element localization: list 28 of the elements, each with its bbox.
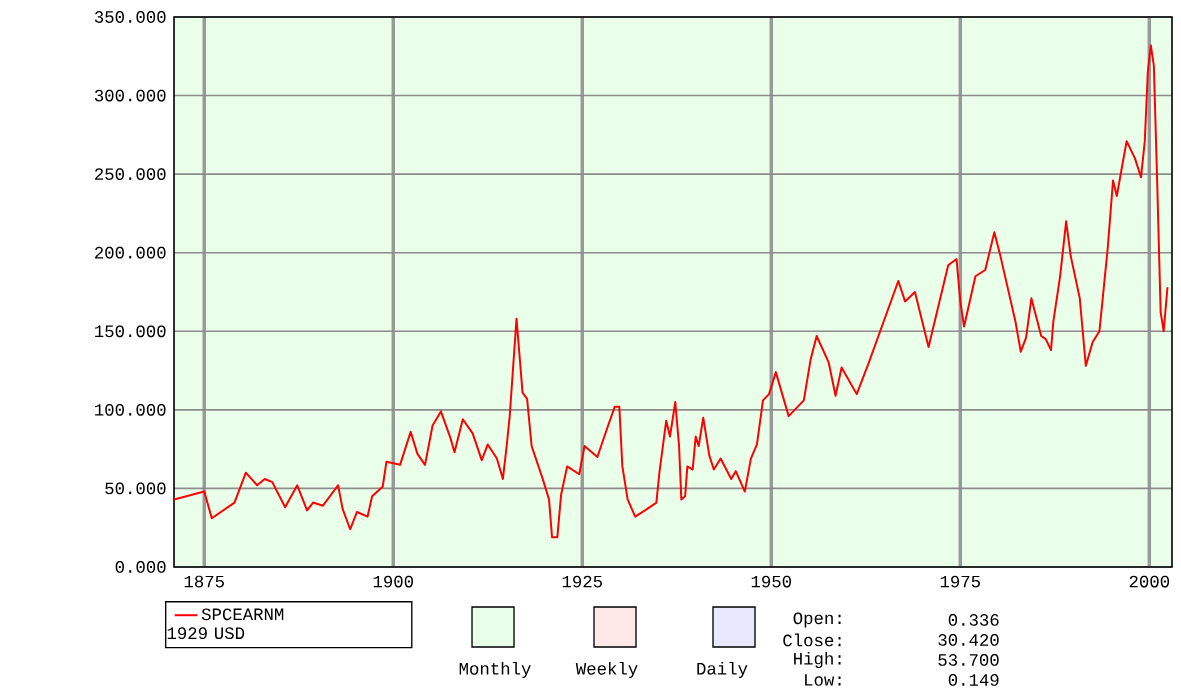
x-tick-label: 1900 [373, 575, 413, 588]
text: Open: [793, 612, 841, 628]
text: 53.700 [938, 654, 999, 666]
text: High: [794, 651, 841, 669]
text: 0.149 [948, 674, 999, 686]
x-tick-label: 2000 [1129, 575, 1170, 588]
y-tick-label: 350.000 [94, 11, 166, 23]
y-tick-label: 150.000 [95, 325, 166, 338]
text: 30.420 [938, 634, 999, 646]
x-tick-label: 1925 [562, 575, 602, 588]
y-tick-label: 0.000 [115, 561, 166, 573]
text: Monthly [459, 661, 531, 679]
y-tick-label: 300.000 [94, 89, 166, 102]
text: Daily [697, 661, 748, 679]
x-tick-label: 1975 [940, 575, 981, 588]
text: 1929 USD [167, 627, 245, 640]
y-tick-label: 250.000 [95, 168, 166, 181]
y-tick-label: 200.000 [95, 246, 166, 259]
text: Low: [805, 674, 841, 686]
text: Weekly [575, 661, 638, 679]
legend-label: SPCEARNM [201, 608, 284, 621]
x-tick-label: 1950 [751, 575, 792, 588]
x-tick-label: 1875 [184, 575, 224, 588]
y-tick-label: 100.000 [95, 403, 166, 416]
line-series [174, 44, 1169, 539]
text: 0.336 [948, 614, 999, 626]
text: Close: [783, 633, 841, 647]
y-tick-label: 50.000 [105, 482, 166, 495]
